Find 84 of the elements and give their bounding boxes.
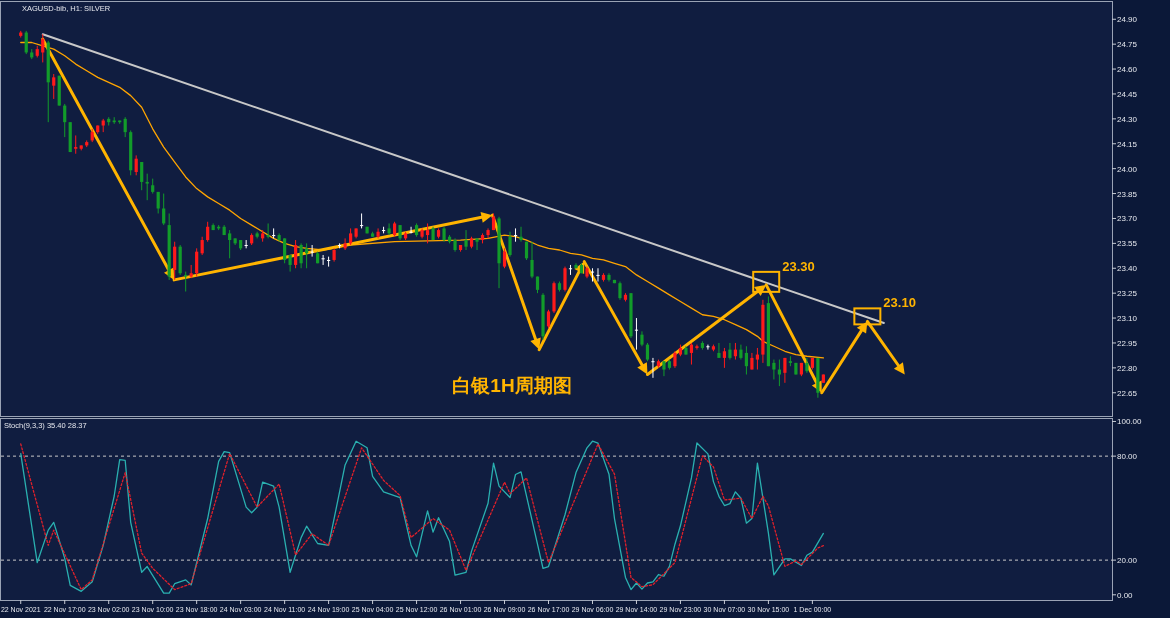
- candlestick: [651, 357, 655, 379]
- candlestick: [244, 239, 248, 249]
- y-tick-label: 24.15: [1117, 139, 1138, 149]
- candlestick: [744, 345, 749, 375]
- candlestick: [634, 317, 639, 351]
- candlestick: [618, 281, 622, 301]
- candlestick: [376, 227, 380, 239]
- candlestick: [475, 237, 479, 251]
- candlestick: [783, 357, 787, 384]
- candlestick: [728, 342, 732, 361]
- candlestick: [299, 242, 303, 269]
- candlestick: [200, 236, 204, 256]
- candlestick: [739, 344, 743, 361]
- y-tick-label: 22.65: [1117, 388, 1138, 398]
- annotation: 白银1H周期图: [452, 375, 572, 396]
- candlestick: [184, 271, 188, 292]
- candlestick: [530, 241, 534, 279]
- candlestick: [596, 267, 600, 283]
- candlestick: [464, 229, 468, 251]
- candlestick: [777, 359, 781, 387]
- candlestick: [195, 247, 199, 278]
- line-series: [20, 41, 825, 359]
- candlestick: [123, 116, 127, 138]
- candlestick: [277, 232, 281, 243]
- y-tick-label: 23.25: [1117, 289, 1138, 299]
- candlestick: [140, 161, 144, 191]
- candlestick: [228, 229, 232, 259]
- candlestick: [283, 237, 287, 264]
- candlestick: [568, 264, 573, 276]
- y-tick-label: 22.80: [1117, 363, 1138, 373]
- y-tick-label: 24.90: [1117, 15, 1138, 25]
- candlestick: [590, 267, 595, 283]
- y-tick-label: 24.45: [1117, 89, 1138, 99]
- candlestick: [310, 244, 314, 258]
- candlestick: [409, 226, 413, 234]
- candlestick: [645, 342, 650, 362]
- y-tick-label: 20.00: [1117, 556, 1138, 566]
- y-tick-label: 23.55: [1117, 239, 1138, 249]
- y-tick-label: 24.30: [1117, 114, 1138, 124]
- y-tick-label: 24.60: [1117, 65, 1138, 75]
- annotation: 23.30: [782, 258, 815, 274]
- candlestick: [305, 242, 309, 269]
- candlestick: [134, 154, 138, 176]
- candlestick: [722, 347, 727, 369]
- y-tick-label: 23.85: [1117, 189, 1138, 199]
- candlestick: [206, 221, 210, 243]
- candlestick: [145, 173, 149, 201]
- candlestick: [266, 222, 270, 239]
- candlestick: [294, 239, 298, 269]
- candlestick: [502, 247, 507, 269]
- candlestick: [546, 309, 551, 329]
- candlestick: [41, 33, 45, 63]
- candlestick: [321, 254, 325, 266]
- candlestick: [387, 222, 391, 236]
- candlestick: [327, 256, 331, 268]
- y-tick-label: 23.40: [1117, 264, 1138, 274]
- y-tick-label: 23.70: [1117, 214, 1138, 224]
- candlestick: [706, 344, 710, 351]
- candlestick: [513, 227, 518, 243]
- candlestick: [508, 231, 512, 258]
- candlestick: [486, 227, 490, 239]
- y-tick-label: 22.95: [1117, 338, 1138, 348]
- candlestick: [359, 212, 364, 229]
- candlestick: [52, 73, 56, 100]
- y-tick-label: 23.10: [1117, 314, 1138, 324]
- candlestick: [519, 226, 523, 243]
- y-tick-label: 24.75: [1117, 40, 1138, 50]
- candlestick: [425, 222, 430, 244]
- y-tick-label: 0.00: [1117, 590, 1134, 600]
- candlestick: [173, 241, 177, 281]
- annotation: 23.10: [883, 295, 916, 311]
- candlestick: [272, 227, 276, 239]
- candlestick: [563, 266, 567, 292]
- candlestick: [343, 237, 347, 251]
- y-tick-label: 80.00: [1117, 452, 1138, 462]
- candlestick: [607, 272, 611, 283]
- candlestick: [772, 359, 776, 380]
- candlestick: [63, 103, 67, 138]
- candlestick: [695, 344, 699, 351]
- candlestick: [755, 347, 760, 371]
- y-tick-label: 24.00: [1117, 164, 1138, 174]
- y-tick-label: 100.00: [1117, 417, 1143, 427]
- candlestick: [717, 342, 721, 359]
- candlestick: [74, 134, 78, 155]
